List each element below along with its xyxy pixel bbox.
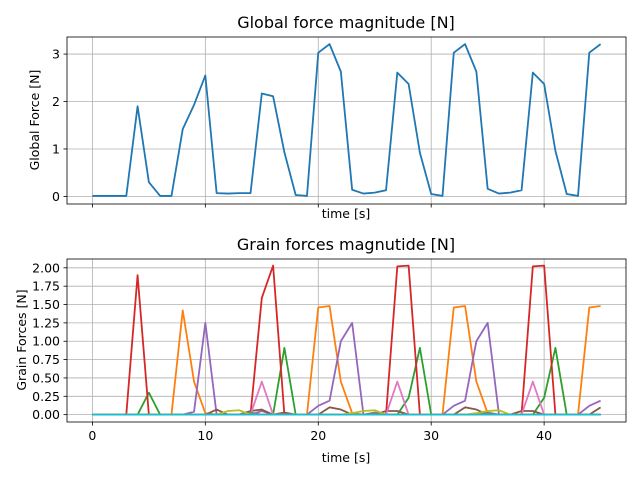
x-tick-label: 0 bbox=[88, 428, 96, 443]
x-tick-label: 20 bbox=[310, 428, 326, 443]
y-tick-label: 0.50 bbox=[32, 370, 60, 385]
global-force-chart: Global force magnitude [N] 0 1 2 3 time [s]… bbox=[27, 13, 627, 221]
y-tick-label: 0.25 bbox=[32, 389, 60, 404]
x-axis-label: time [s] bbox=[322, 206, 370, 221]
grain-forces-chart: Grain forces magnutide [N] 0.000.250.500… bbox=[14, 235, 627, 465]
x-axis-label: time [s] bbox=[322, 450, 370, 465]
series-line-1 bbox=[92, 43, 602, 197]
y-tick-label: 3 bbox=[52, 47, 60, 62]
y-ticks: 0.00 0.25 0.50 0.75 1.00 1.25 1.50 1.75 2.00 bbox=[32, 260, 67, 422]
grid bbox=[67, 37, 626, 204]
y-tick-label: 1.50 bbox=[32, 297, 60, 312]
series-line-4 bbox=[92, 264, 601, 416]
series-line-2 bbox=[92, 305, 601, 416]
y-tick-label: 2.00 bbox=[32, 260, 60, 275]
plot-lines bbox=[92, 43, 602, 197]
y-tick-label: 0.75 bbox=[32, 352, 60, 367]
y-axis-label: Grain Forces [N] bbox=[14, 289, 29, 390]
x-ticks bbox=[92, 204, 545, 208]
y-tick-label: 1 bbox=[52, 141, 60, 156]
axes-frame bbox=[66, 36, 627, 205]
y-tick-label: 0.00 bbox=[32, 407, 60, 422]
chart-title: Grain forces magnutide [N] bbox=[237, 235, 455, 254]
chart-title: Global force magnitude [N] bbox=[237, 13, 455, 32]
y-tick-label: 0 bbox=[52, 189, 60, 204]
axes-frame bbox=[66, 258, 627, 423]
x-tick-label: 40 bbox=[536, 428, 552, 443]
plot-lines bbox=[92, 264, 602, 416]
y-tick-label: 2 bbox=[52, 94, 60, 109]
y-tick-label: 1.00 bbox=[32, 334, 60, 349]
x-tick-label: 30 bbox=[423, 428, 439, 443]
y-tick-label: 1.25 bbox=[32, 315, 60, 330]
y-ticks: 0 1 2 3 bbox=[52, 47, 67, 204]
y-axis-label: Global Force [N] bbox=[27, 70, 42, 171]
y-tick-label: 1.75 bbox=[32, 279, 60, 294]
x-tick-label: 10 bbox=[197, 428, 213, 443]
x-ticks: 0 10 20 30 40 bbox=[88, 422, 552, 443]
